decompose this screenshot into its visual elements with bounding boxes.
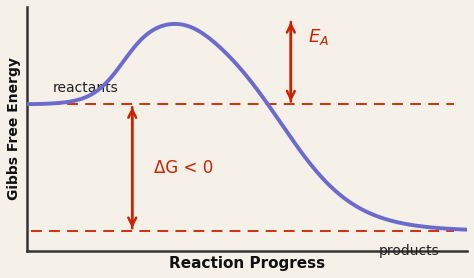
Y-axis label: Gibbs Free Energy: Gibbs Free Energy <box>7 57 21 200</box>
X-axis label: Reaction Progress: Reaction Progress <box>169 256 325 271</box>
Text: products: products <box>379 244 440 259</box>
Text: $E_A$: $E_A$ <box>309 28 329 47</box>
Text: ΔG < 0: ΔG < 0 <box>154 159 213 177</box>
Text: reactants: reactants <box>53 81 118 95</box>
